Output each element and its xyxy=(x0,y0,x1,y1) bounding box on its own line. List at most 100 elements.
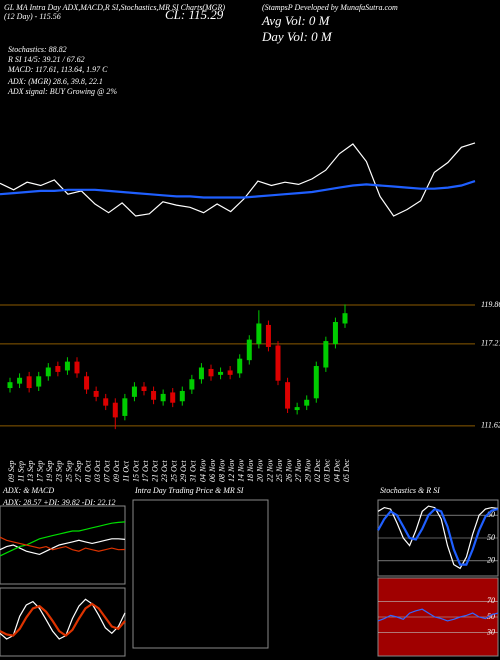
candle-body xyxy=(179,390,185,402)
y-tick-label: 111.62 xyxy=(481,421,500,430)
stoch-text: Stochastics: 88.82 xyxy=(8,45,67,54)
x-tick-label: 23 Sep xyxy=(55,460,64,482)
series-line xyxy=(377,608,499,622)
candle-body xyxy=(26,376,32,389)
x-tick-label: 21 Oct xyxy=(150,460,159,482)
x-tick-label: 11 Oct xyxy=(122,460,131,482)
candle-body xyxy=(275,345,281,381)
y-tick-label: 70 xyxy=(487,596,495,605)
y-tick-label: 119.86 xyxy=(481,300,500,309)
panel-frame xyxy=(0,505,126,585)
close-price: CL: 115.29 xyxy=(165,7,224,22)
x-tick-label: 17 Sep xyxy=(36,460,45,482)
candle-body xyxy=(17,377,23,384)
x-tick-label: 25 Sep xyxy=(64,460,73,482)
candle-body xyxy=(256,323,262,345)
series-line xyxy=(377,507,499,566)
x-tick-label: 04 Dec xyxy=(332,459,341,482)
x-tick-label: 15 Oct xyxy=(131,460,140,482)
x-tick-label: 18 Nov xyxy=(246,459,255,482)
y-tick-label: 117.21 xyxy=(481,339,500,348)
candle-body xyxy=(342,313,348,324)
candle-body xyxy=(84,376,90,390)
y-tick-label: 50 xyxy=(487,533,495,542)
macd-text: MACD: 117.61, 113.64, 1.97 C xyxy=(7,65,108,74)
header-line: (12 Day) - 115.56 xyxy=(4,12,61,21)
x-tick-label: 27 Sep xyxy=(74,460,83,482)
panel-title: ADX: & MACD xyxy=(2,486,54,495)
x-tick-label: 19 Sep xyxy=(45,460,54,482)
x-tick-label: 01 Oct xyxy=(83,460,92,482)
series-line xyxy=(0,602,126,637)
x-tick-label: 12 Nov xyxy=(227,459,236,482)
candle-body xyxy=(103,398,109,406)
x-tick-label: 27 Nov xyxy=(294,459,303,482)
candle-body xyxy=(237,358,243,374)
x-tick-label: 11 Sep xyxy=(16,461,25,482)
candle-body xyxy=(170,392,176,403)
x-tick-label: 14 Nov xyxy=(237,459,246,482)
x-tick-label: 25 Oct xyxy=(170,460,179,482)
x-tick-label: 29 Nov xyxy=(304,459,313,482)
x-tick-label: 31 Oct xyxy=(189,460,198,483)
adx-text: ADX: (MGR) 28.6, 39.8, 22.1 xyxy=(7,77,103,86)
panel-title: Intra Day Trading Price & MR SI xyxy=(134,486,244,495)
y-tick-label: 30 xyxy=(486,627,495,636)
candle-body xyxy=(112,402,118,418)
x-tick-label: 06 Nov xyxy=(208,459,217,482)
candle-body xyxy=(151,390,157,400)
candle-body xyxy=(246,339,252,361)
candle-body xyxy=(74,361,80,374)
x-tick-label: 05 Dec xyxy=(342,459,351,482)
x-tick-label: 04 Nov xyxy=(198,459,207,482)
x-tick-label: 22 Nov xyxy=(265,459,274,482)
series-line xyxy=(377,505,499,570)
x-tick-label: 09 Sep xyxy=(7,460,16,482)
x-tick-label: 25 Nov xyxy=(275,459,284,482)
candle-body xyxy=(294,407,300,411)
y-tick-label: 20 xyxy=(487,556,495,565)
candle-body xyxy=(208,368,214,377)
candle-body xyxy=(160,393,166,402)
candle-body xyxy=(7,382,13,389)
x-tick-label: 17 Oct xyxy=(141,460,150,482)
candle-body xyxy=(285,382,291,409)
developer: (StampsP Developed by MunafaSutra.com xyxy=(262,3,398,12)
candle-body xyxy=(55,366,61,372)
candle-body xyxy=(218,371,224,375)
x-tick-label: 03 Dec xyxy=(323,459,332,482)
series-line xyxy=(0,142,476,217)
candle-body xyxy=(198,367,204,380)
rsi-text: R SI 14/5: 39.21 / 67.62 xyxy=(7,55,85,64)
candle-body xyxy=(304,399,310,406)
adx-signal: ADX signal: BUY Growing @ 2% xyxy=(7,87,117,96)
candle-body xyxy=(332,322,338,345)
header-line: GL MA Intra Day ADX,MACD,R SI,Stochastic… xyxy=(4,3,225,12)
series-line xyxy=(0,521,126,557)
series-line xyxy=(0,598,126,640)
candle-body xyxy=(313,366,319,399)
x-tick-label: 29 Oct xyxy=(179,460,188,482)
candle-body xyxy=(323,341,329,368)
candle-body xyxy=(265,324,271,347)
panel-frame xyxy=(132,499,269,649)
x-tick-label: 13 Sep xyxy=(26,460,35,482)
x-tick-label: 09 Oct xyxy=(112,460,121,482)
x-tick-label: 08 Nov xyxy=(217,459,226,482)
candle-body xyxy=(189,379,195,390)
candle-body xyxy=(122,398,128,416)
day-volume: Day Vol: 0 M xyxy=(261,29,333,44)
candle-body xyxy=(64,361,70,371)
x-tick-label: 07 Oct xyxy=(103,460,112,482)
x-tick-label: 26 Nov xyxy=(284,459,293,482)
candle-body xyxy=(45,367,51,377)
candle-body xyxy=(131,386,137,397)
panel-subtitle: ADX: 28.57 +DI: 39.82 -DI: 22.12 xyxy=(2,498,116,507)
y-tick-label: 80 xyxy=(487,510,495,519)
candle-body xyxy=(93,390,99,397)
series-line xyxy=(0,536,126,552)
candle-body xyxy=(36,376,42,387)
x-tick-label: 23 Oct xyxy=(160,460,169,482)
panel-title: Stochastics & R SI xyxy=(380,486,440,495)
